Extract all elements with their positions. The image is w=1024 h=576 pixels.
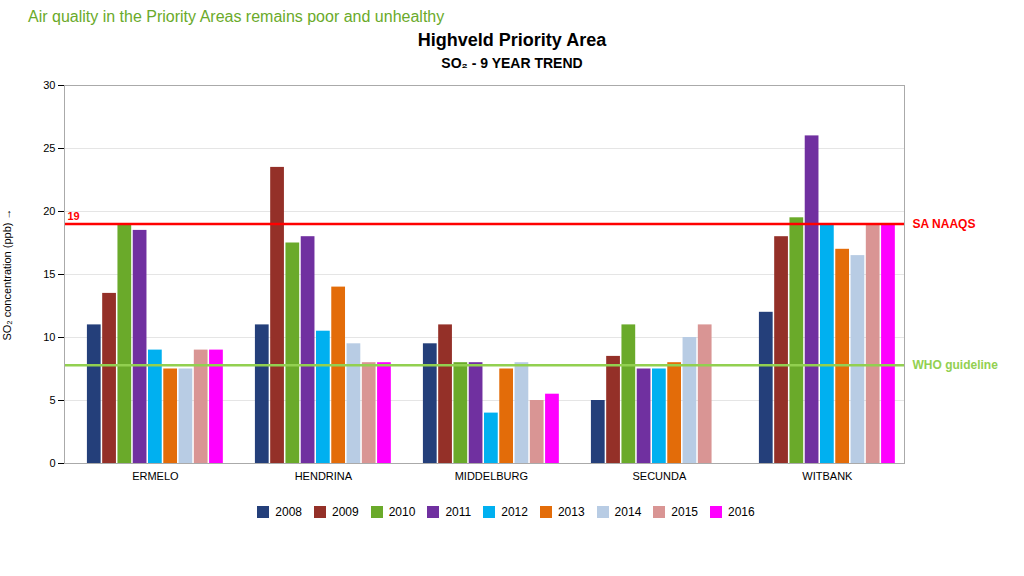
html-text:2011: 2011 — [445, 504, 472, 519]
html-text:2008: 2008 — [275, 504, 302, 519]
svg-text:SO₂ concentration (ppb) →: SO₂ concentration (ppb) → — [1, 208, 13, 340]
svg-text:15: 15 — [43, 268, 55, 280]
html-text:Air quality in the Priority Ar: Air quality in the Priority Areas remain… — [28, 8, 445, 25]
svg-text:19: 19 — [68, 210, 80, 222]
svg-text:10: 10 — [43, 331, 55, 343]
html-text:2013: 2013 — [557, 504, 585, 519]
svg-text:SA NAAQS: SA NAAQS — [913, 217, 976, 231]
html-text:SO₂ - 9 YEAR TREND: SO₂ - 9 YEAR TREND — [441, 55, 583, 71]
svg-text:30: 30 — [43, 79, 55, 91]
html-text:2009: 2009 — [332, 504, 359, 519]
svg-text:WITBANK: WITBANK — [802, 470, 853, 482]
svg-text:ERMELO: ERMELO — [132, 470, 179, 482]
svg-text:5: 5 — [49, 394, 55, 406]
html-text:2016: 2016 — [728, 504, 755, 519]
svg-text:SECUNDA: SECUNDA — [632, 470, 686, 482]
html-text:Highveld Priority Area: Highveld Priority Area — [417, 30, 607, 50]
svg-text:0: 0 — [49, 457, 55, 469]
html-text:2010: 2010 — [388, 504, 416, 519]
html-text:2012: 2012 — [501, 504, 528, 519]
svg-text:MIDDELBURG: MIDDELBURG — [455, 470, 528, 482]
svg-text:20: 20 — [43, 205, 55, 217]
svg-text:25: 25 — [43, 142, 55, 154]
html-text:2015: 2015 — [671, 504, 698, 519]
html-text:2014: 2014 — [614, 504, 642, 519]
svg-text:WHO guideline: WHO guideline — [913, 358, 999, 372]
svg-text:HENDRINA: HENDRINA — [295, 470, 353, 482]
